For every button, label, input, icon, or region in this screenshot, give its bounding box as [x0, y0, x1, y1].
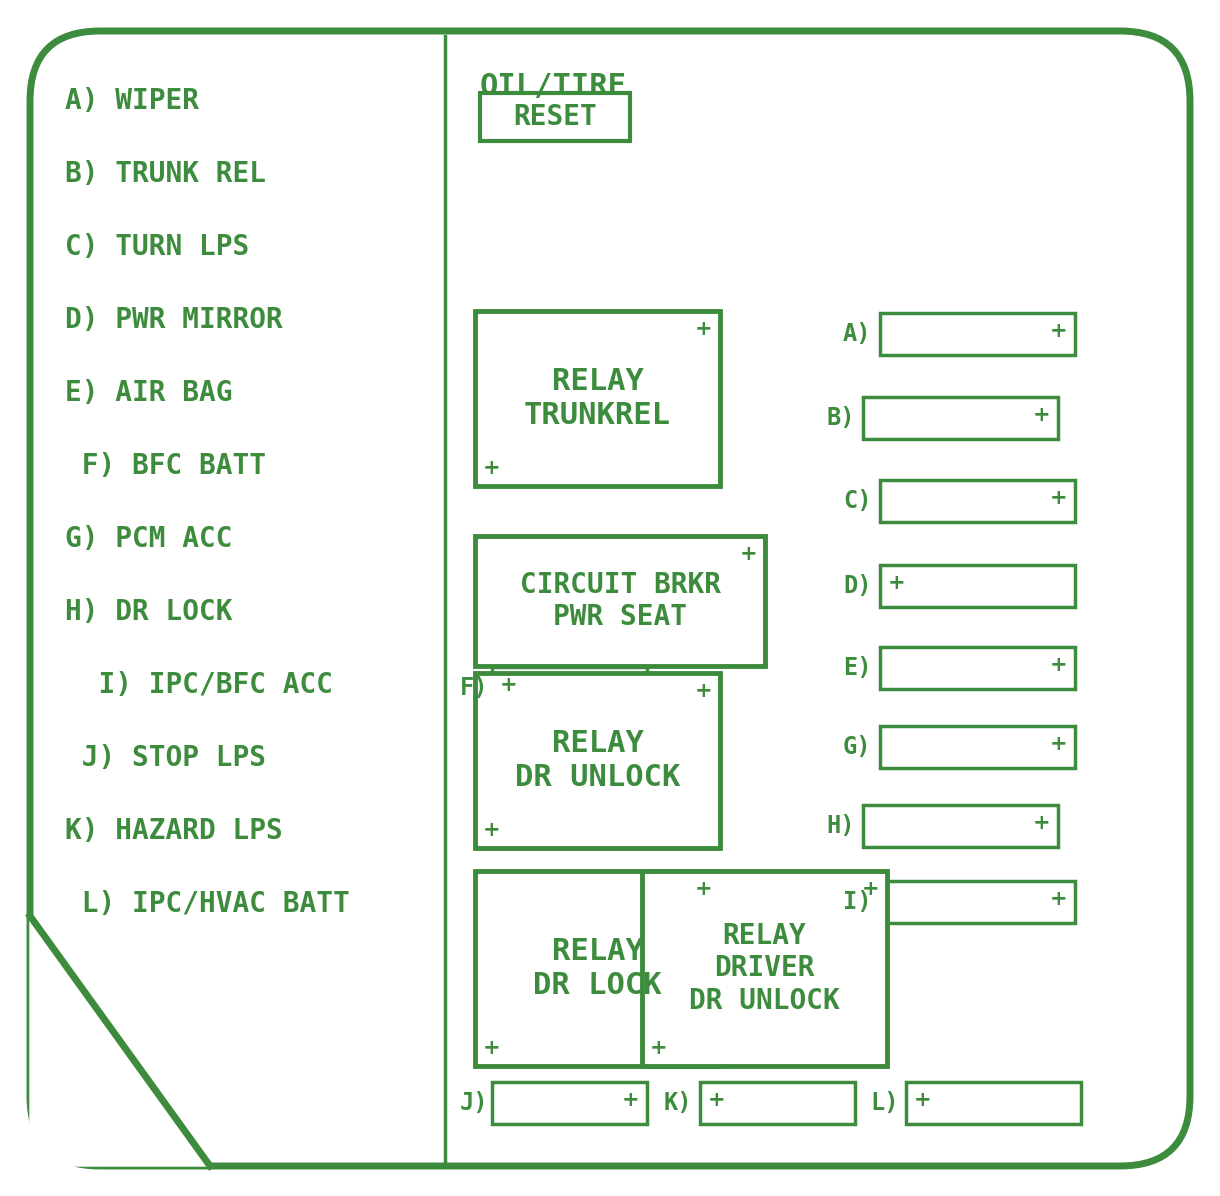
Text: RELAY
DR UNLOCK: RELAY DR UNLOCK	[515, 730, 681, 792]
Bar	[475, 673, 720, 848]
Bar	[492, 1082, 647, 1124]
Text: RELAY
DR LOCK: RELAY DR LOCK	[533, 938, 661, 1000]
Bar	[880, 565, 1075, 608]
Text: C) TURN LPS: C) TURN LPS	[65, 233, 249, 261]
Text: +: +	[694, 319, 712, 338]
Text: J) STOP LPS: J) STOP LPS	[65, 744, 266, 771]
Text: E): E)	[843, 655, 871, 681]
Bar	[880, 881, 1075, 923]
Text: +: +	[1032, 405, 1050, 425]
Text: +: +	[861, 879, 878, 899]
Text: RESET: RESET	[514, 103, 597, 132]
Text: H): H)	[826, 814, 854, 838]
Text: D) PWR MIRROR: D) PWR MIRROR	[65, 306, 283, 334]
Text: A) WIPER: A) WIPER	[65, 87, 199, 115]
Text: +: +	[1049, 734, 1068, 753]
Bar	[642, 871, 887, 1066]
Bar	[479, 93, 630, 141]
Text: RELAY
TRUNKREL: RELAY TRUNKREL	[525, 367, 671, 429]
Text: +: +	[739, 544, 756, 565]
Text: +: +	[1049, 889, 1068, 909]
Text: H) DR LOCK: H) DR LOCK	[65, 598, 233, 626]
Text: G): G)	[843, 736, 871, 759]
Bar	[880, 313, 1075, 355]
Bar	[700, 1082, 855, 1124]
Bar	[880, 647, 1075, 689]
Text: +: +	[483, 458, 500, 478]
Bar	[475, 311, 720, 486]
FancyBboxPatch shape	[30, 31, 1190, 1166]
Text: +: +	[483, 820, 500, 840]
Polygon shape	[30, 916, 210, 1166]
Text: I) IPC/BFC ACC: I) IPC/BFC ACC	[65, 671, 333, 698]
Text: RELAY
DRIVER
DR UNLOCK: RELAY DRIVER DR UNLOCK	[689, 922, 839, 1015]
Text: +: +	[914, 1090, 932, 1110]
Bar	[863, 805, 1058, 847]
Bar	[906, 1082, 1081, 1124]
Text: +: +	[621, 1090, 639, 1110]
Text: +: +	[1032, 813, 1050, 832]
Text: L) IPC/HVAC BATT: L) IPC/HVAC BATT	[65, 890, 350, 919]
Text: +: +	[708, 1090, 726, 1110]
Text: OIL/TIRE: OIL/TIRE	[479, 72, 627, 100]
Text: B) TRUNK REL: B) TRUNK REL	[65, 160, 266, 188]
Bar	[492, 667, 647, 709]
Text: K) HAZARD LPS: K) HAZARD LPS	[65, 817, 283, 846]
Bar	[475, 871, 720, 1066]
Text: +: +	[1049, 488, 1068, 508]
Text: D): D)	[843, 574, 871, 598]
Text: E) AIR BAG: E) AIR BAG	[65, 379, 233, 407]
Text: +: +	[1049, 655, 1068, 675]
Text: +: +	[500, 675, 517, 695]
Bar	[863, 397, 1058, 439]
Text: I): I)	[843, 890, 871, 914]
Text: +: +	[1049, 321, 1068, 341]
Text: G) PCM ACC: G) PCM ACC	[65, 525, 233, 553]
Text: +: +	[650, 1038, 667, 1058]
Text: CIRCUIT BRKR
PWR SEAT: CIRCUIT BRKR PWR SEAT	[520, 570, 721, 631]
Text: B): B)	[826, 405, 854, 431]
Text: C): C)	[843, 489, 871, 513]
Text: J): J)	[460, 1091, 488, 1115]
Text: F) BFC BATT: F) BFC BATT	[65, 452, 266, 480]
Text: L): L)	[870, 1091, 898, 1115]
Bar	[880, 480, 1075, 521]
Text: +: +	[483, 1038, 500, 1058]
Bar	[880, 726, 1075, 768]
Text: A): A)	[843, 322, 871, 346]
Text: +: +	[888, 573, 905, 593]
Text: F): F)	[460, 676, 488, 700]
Text: +: +	[694, 681, 712, 701]
Bar	[475, 536, 765, 666]
Text: K): K)	[664, 1091, 693, 1115]
Text: +: +	[694, 879, 712, 899]
